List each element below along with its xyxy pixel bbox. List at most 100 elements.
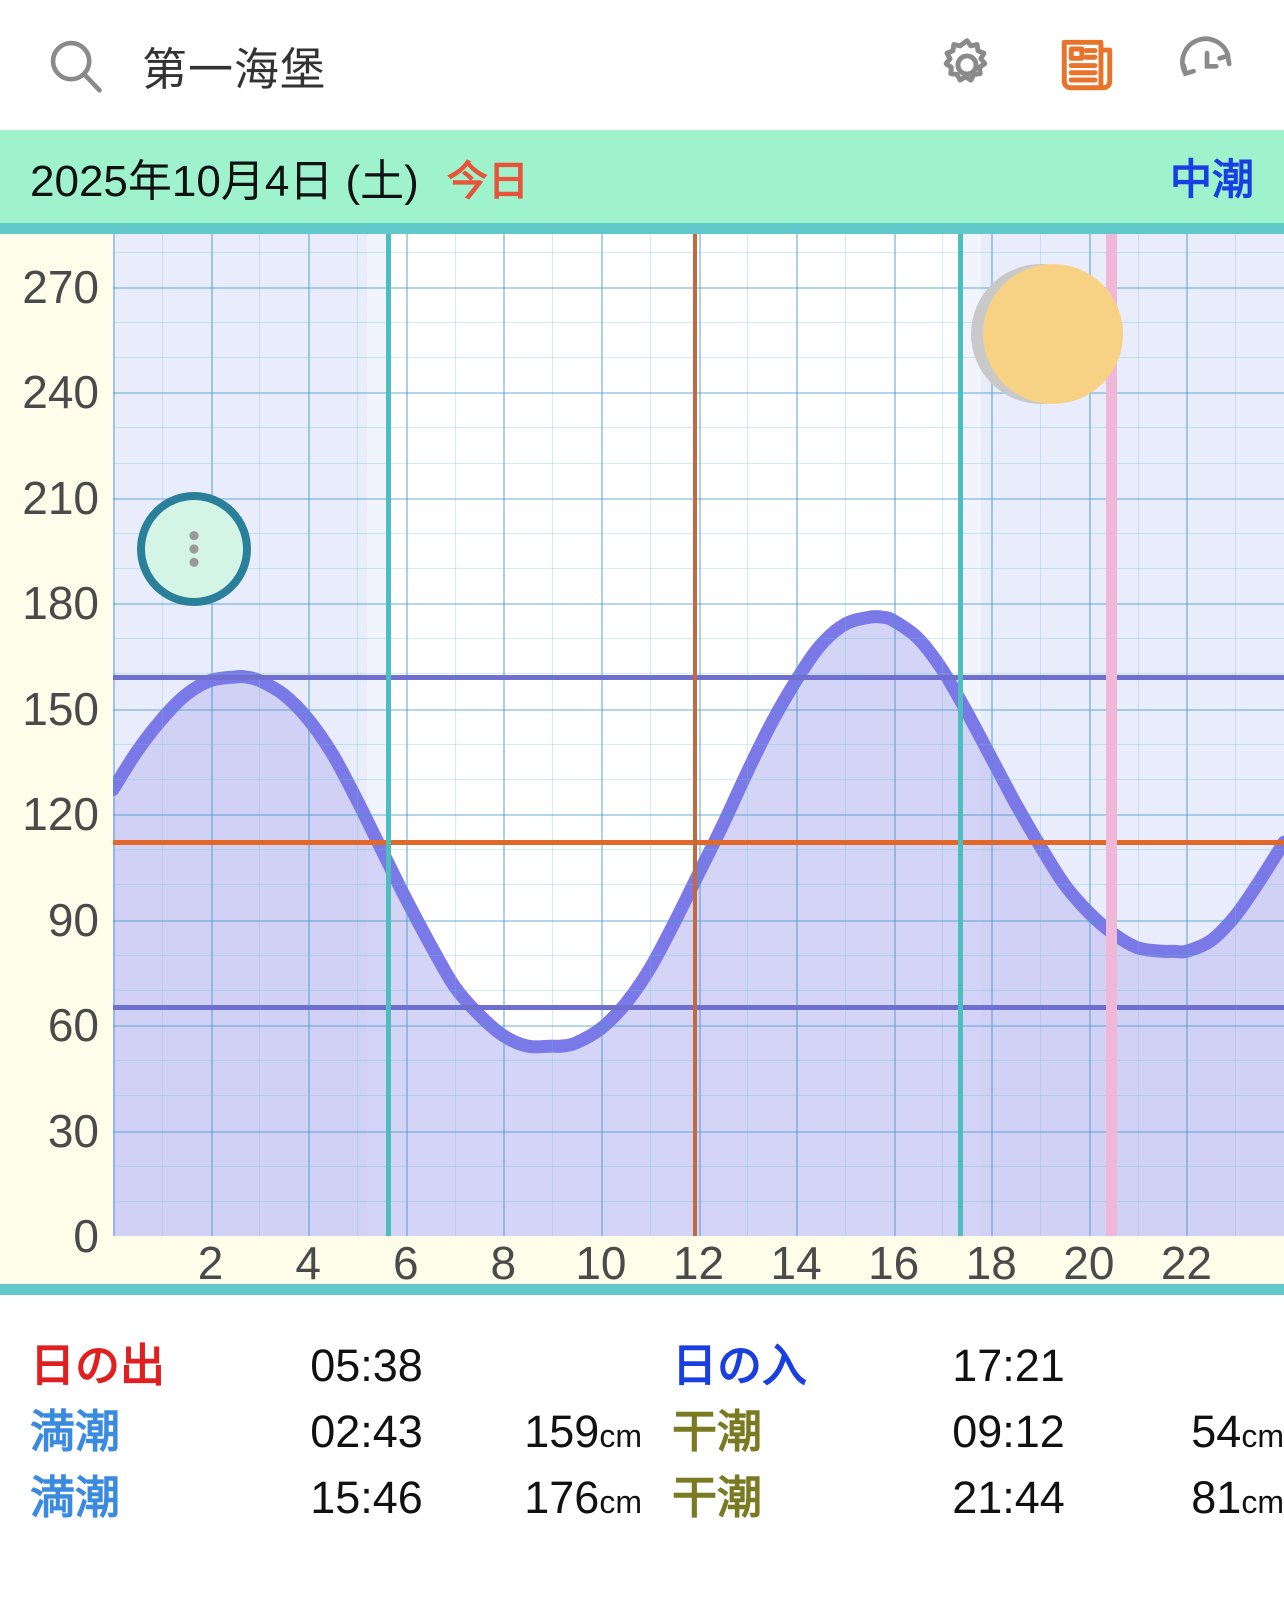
- gridline-horizontal: [113, 954, 1284, 956]
- gridline-vertical: [991, 234, 994, 1236]
- gridline-horizontal: [113, 919, 1284, 922]
- gridline-horizontal: [113, 1095, 1284, 1097]
- x-axis: 2 4 6 8 10 12 14 16 18 20 22: [113, 1236, 1284, 1284]
- gridline-vertical: [356, 234, 358, 1236]
- gridline-horizontal: [113, 1025, 1284, 1028]
- history-clock-icon: [1180, 36, 1232, 77]
- gear-icon: [943, 38, 988, 83]
- y-tick-label: 210: [22, 471, 99, 524]
- today-badge: 今日: [446, 157, 529, 204]
- tide-info-row: 日の出 05:38 日の入 17:21: [0, 1329, 1284, 1395]
- tide-info-table: 日の出 05:38 日の入 17:21 満潮 02:43 159cm 干潮 09:12 54cm 満…: [0, 1295, 1284, 1527]
- right-event-time: 17:21: [952, 1340, 1065, 1391]
- sunset-line: [957, 234, 963, 1236]
- x-tick-label: 14: [770, 1237, 822, 1284]
- left-event-label: 満潮: [30, 1406, 121, 1457]
- gridline-vertical: [259, 234, 261, 1236]
- y-tick-label: 60: [47, 999, 99, 1052]
- right-event-level: 54cm: [1191, 1406, 1284, 1457]
- gridline-horizontal: [113, 286, 1284, 289]
- date-text: 2025年10月4日 (土): [30, 156, 419, 206]
- right-event-time: 21:44: [952, 1472, 1065, 1523]
- x-tick-label: 10: [575, 1237, 627, 1284]
- gridline-vertical: [1137, 234, 1139, 1236]
- left-event-time: 15:46: [310, 1472, 423, 1523]
- y-tick-label: 240: [22, 366, 99, 419]
- tide-chart[interactable]: 0 30 60 90 120 150 180 210 240 270 2 4 6 8 10 12 14 16 18…: [0, 234, 1284, 1284]
- search-button[interactable]: [38, 28, 112, 102]
- chart-menu-button[interactable]: [137, 492, 251, 606]
- y-tick-label: 120: [22, 788, 99, 841]
- x-tick-label: 12: [672, 1237, 725, 1284]
- y-tick-label: 150: [22, 682, 99, 735]
- gridline-horizontal: [113, 1130, 1284, 1133]
- gridline-vertical: [1186, 234, 1189, 1236]
- y-tick-label: 90: [47, 893, 99, 946]
- divider-top: [0, 223, 1284, 234]
- right-event-level: 81cm: [1191, 1472, 1284, 1523]
- gridline-vertical: [552, 234, 554, 1236]
- news-button[interactable]: [1048, 26, 1126, 104]
- gridline-vertical: [698, 234, 701, 1236]
- gridline-horizontal: [113, 1200, 1284, 1202]
- gridline-horizontal: [113, 989, 1284, 991]
- gridline-horizontal: [113, 638, 1284, 640]
- tide-line-path: [113, 610, 1284, 1054]
- gridline-vertical: [796, 234, 799, 1236]
- gridline-horizontal: [113, 568, 1284, 569]
- gridline-horizontal: [113, 849, 1284, 851]
- gridline-vertical: [113, 234, 115, 1236]
- x-tick-label: 8: [490, 1237, 517, 1284]
- x-tick-label: 4: [295, 1237, 321, 1284]
- gridline-vertical: [649, 234, 651, 1236]
- location-title: 第一海堡: [142, 43, 327, 95]
- unit-label: cm: [599, 1418, 642, 1454]
- news-icon: [1061, 39, 1113, 91]
- tide-curve: [113, 610, 1284, 1236]
- right-event-time: 09:12: [952, 1406, 1065, 1457]
- left-event-level: 159cm: [524, 1406, 642, 1457]
- gridline-vertical: [893, 234, 896, 1236]
- gridline-horizontal: [113, 1165, 1284, 1167]
- gridline-horizontal: [113, 884, 1284, 886]
- gridline-vertical: [1040, 234, 1042, 1236]
- x-tick-label: 22: [1160, 1237, 1212, 1284]
- gridline-horizontal: [113, 392, 1284, 395]
- y-tick-label: 270: [22, 260, 99, 313]
- gridline-vertical: [942, 234, 944, 1236]
- gridline-vertical: [405, 234, 408, 1236]
- gridline-horizontal: [113, 743, 1284, 745]
- settings-button[interactable]: [928, 26, 1006, 104]
- y-tick-label: 180: [22, 577, 99, 630]
- gridline-horizontal: [113, 673, 1284, 675]
- gridline-horizontal: [113, 532, 1284, 534]
- tide-info-row: 満潮 15:46 176cm 干潮 21:44 81cm: [0, 1461, 1284, 1527]
- gridline-vertical: [308, 234, 311, 1236]
- gridline-horizontal: [113, 462, 1284, 464]
- x-tick-label: 18: [965, 1237, 1017, 1284]
- left-event-label: 日の出: [30, 1340, 166, 1391]
- history-button[interactable]: [1168, 26, 1246, 104]
- left-event-level: 176cm: [524, 1472, 642, 1523]
- date-bar[interactable]: 2025年10月4日 (土) 今日 中潮: [0, 130, 1284, 223]
- gridline-horizontal: [113, 497, 1284, 500]
- low-tide-line-1: [113, 1005, 1284, 1011]
- x-tick-label: 20: [1063, 1237, 1115, 1284]
- right-event-label: 干潮: [672, 1472, 763, 1523]
- unit-label: cm: [599, 1484, 642, 1520]
- y-tick-label: 30: [47, 1104, 99, 1157]
- moon-phase-indicator[interactable]: [971, 264, 1123, 404]
- top-toolbar: 第一海堡: [0, 0, 1284, 130]
- x-tick-label: 16: [868, 1237, 920, 1284]
- divider-bottom: [0, 1284, 1284, 1295]
- more-vertical-icon: [189, 531, 199, 567]
- unit-label: cm: [1241, 1418, 1284, 1454]
- search-icon: [50, 40, 102, 93]
- sunrise-line: [385, 234, 391, 1236]
- unit-label: cm: [1241, 1484, 1284, 1520]
- gridline-vertical: [1088, 234, 1091, 1236]
- gridline-horizontal: [113, 778, 1284, 780]
- gridline-horizontal: [113, 357, 1284, 359]
- gridline-horizontal: [113, 1060, 1284, 1062]
- gridline-vertical: [454, 234, 456, 1236]
